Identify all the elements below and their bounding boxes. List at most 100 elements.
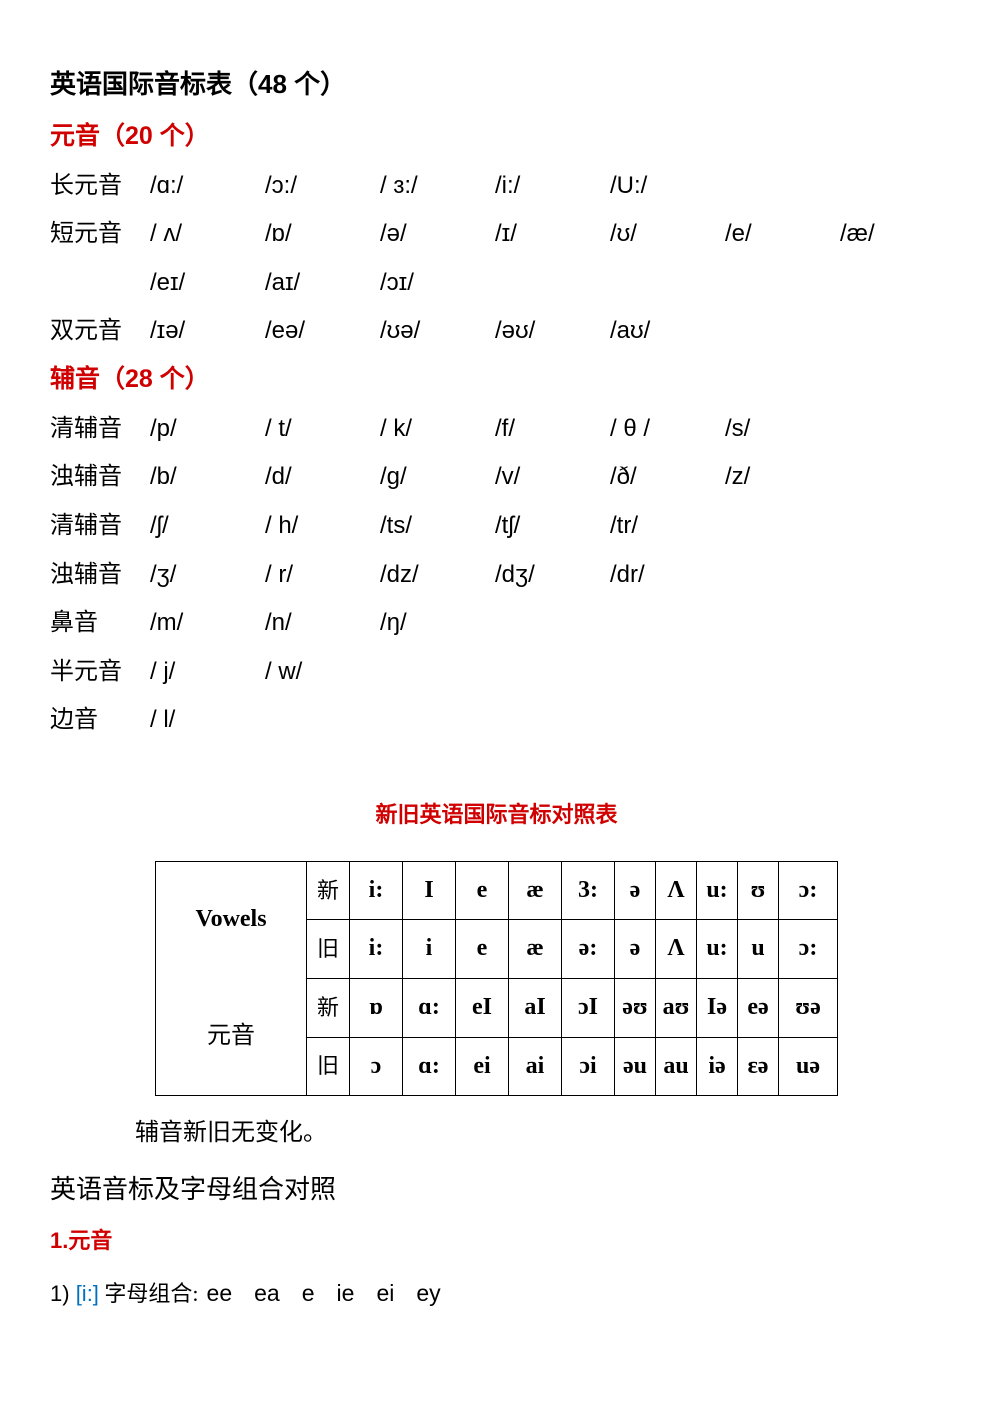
ipa-cell: /aɪ/ [265, 260, 380, 306]
ipa-cell: i [403, 920, 456, 979]
ipa-cell: ei [456, 1037, 509, 1096]
table-row: 元音 新 ɒ ɑ: eI aI ɔI əʊ aʊ Iə eə ʊə [156, 978, 838, 1037]
ipa-cell: /z/ [725, 454, 840, 500]
ipa-cell: /i:/ [495, 163, 610, 209]
ipa-cell: /æ/ [840, 211, 955, 257]
ipa-cell: /f/ [495, 406, 610, 452]
ipa-cell: /s/ [725, 406, 840, 452]
ipa-row: 半元音/ j// w/ [50, 649, 943, 696]
ipa-cell: / θ / [610, 406, 725, 452]
ipa-cell: ɔ: [779, 920, 838, 979]
line-number: 1) [50, 1281, 76, 1306]
letter-item: e [302, 1272, 315, 1316]
ipa-cell: æ [509, 861, 562, 920]
letter-list: eeeaeieeiey [207, 1281, 463, 1306]
ipa-cell: /eə/ [265, 308, 380, 354]
ipa-cell: aʊ [656, 978, 697, 1037]
ipa-cell: Λ [656, 861, 697, 920]
ipa-row: 双元音/ɪə//eə//ʊə//əʊ//aʊ/ [50, 308, 943, 355]
row-header: 新 [307, 861, 350, 920]
ipa-cell: /d/ [265, 454, 380, 500]
ipa-cell: i: [350, 861, 403, 920]
combo-line: 1) [i:] 字母组合: eeeaeieeiey [50, 1272, 943, 1316]
ipa-cell: /U:/ [610, 163, 725, 209]
ipa-cell: /v/ [495, 454, 610, 500]
ipa-row: 浊辅音/ʒ// r//dz//dʒ//dr/ [50, 552, 943, 599]
row-header: 旧 [307, 1037, 350, 1096]
ipa-cell: ɔI [562, 978, 615, 1037]
ipa-cell: /ɒ/ [265, 211, 380, 257]
ipa-cell: /ə/ [380, 211, 495, 257]
ipa-cell: eə [738, 978, 779, 1037]
ipa-row: /eɪ//aɪ//ɔɪ/ [50, 260, 943, 306]
ipa-cell: uə [779, 1037, 838, 1096]
vowel-rows: 长元音/ɑ://ɔ:// ɜ://i://U:/短元音/ ʌ//ɒ//ə//ɪ/… [50, 163, 943, 354]
ipa-cell: / r/ [265, 552, 380, 598]
ipa-symbol: [i:] [76, 1281, 99, 1306]
ipa-row: 鼻音/m//n//ŋ/ [50, 600, 943, 647]
ipa-cell: Iə [697, 978, 738, 1037]
ipa-cell: ə: [562, 920, 615, 979]
ipa-cell: u: [697, 920, 738, 979]
row-label: 浊辅音 [50, 553, 150, 599]
ipa-cell: / j/ [150, 649, 265, 695]
main-title: 英语国际音标表（48 个） [50, 60, 943, 109]
ipa-cell: ai [509, 1037, 562, 1096]
ipa-cell: /ts/ [380, 503, 495, 549]
ipa-cell: /p/ [150, 406, 265, 452]
ipa-cell: æ [509, 920, 562, 979]
row-label: 长元音 [50, 164, 150, 210]
letter-item: ea [254, 1272, 280, 1316]
letter-item: ee [207, 1272, 233, 1316]
ipa-cell: / ʌ/ [150, 211, 265, 257]
ipa-cell: ʊə [779, 978, 838, 1037]
combo-label: 字母组合: [99, 1281, 199, 1306]
ipa-cell: u: [697, 861, 738, 920]
ipa-row: 清辅音/p// t// k//f// θ //s/ [50, 406, 943, 453]
sub-yuanyin: 1.元音 [50, 1220, 943, 1262]
ipa-cell: 3: [562, 861, 615, 920]
row-label: 双元音 [50, 309, 150, 355]
ipa-cell: /b/ [150, 454, 265, 500]
row-label: 短元音 [50, 212, 150, 258]
ipa-cell: eI [456, 978, 509, 1037]
ipa-cell: / h/ [265, 503, 380, 549]
ipa-cell: au [656, 1037, 697, 1096]
ipa-cell: /e/ [725, 211, 840, 257]
vowel-compare-table: Vowels 新 i: I e æ 3: ə Λ u: ʊ ɔ: 旧 i: i … [155, 861, 838, 1096]
ipa-cell: /ɪ/ [495, 211, 610, 257]
ipa-cell: iə [697, 1037, 738, 1096]
consonants-header: 辅音（28 个） [50, 356, 943, 404]
ipa-cell: ɑ: [403, 1037, 456, 1096]
ipa-cell: /ʒ/ [150, 552, 265, 598]
row-label: 鼻音 [50, 601, 150, 647]
ipa-cell: ɔ [350, 1037, 403, 1096]
row-header: 新 [307, 978, 350, 1037]
letter-item: ey [416, 1272, 440, 1316]
ipa-cell: /tr/ [610, 503, 725, 549]
ipa-row: 边音/ l/ [50, 697, 943, 744]
ipa-cell: ə [615, 920, 656, 979]
ipa-cell: /ɔɪ/ [380, 260, 495, 306]
ipa-cell: /ʊ/ [610, 211, 725, 257]
ipa-cell: / ɜ:/ [380, 163, 495, 209]
vowels-header: 元音（20 个） [50, 113, 943, 161]
side-label-cn: 元音 [156, 1014, 306, 1060]
ipa-cell: ɒ [350, 978, 403, 1037]
ipa-cell: /dr/ [610, 552, 725, 598]
table-row: Vowels 新 i: I e æ 3: ə Λ u: ʊ ɔ: [156, 861, 838, 920]
ipa-cell: əʊ [615, 978, 656, 1037]
ipa-cell: / k/ [380, 406, 495, 452]
row-label: 浊辅音 [50, 455, 150, 501]
row-header: 旧 [307, 920, 350, 979]
ipa-cell: ɑ: [403, 978, 456, 1037]
ipa-cell: /ð/ [610, 454, 725, 500]
ipa-cell: ə [615, 861, 656, 920]
row-label: 清辅音 [50, 504, 150, 550]
ipa-cell: Λ [656, 920, 697, 979]
ipa-cell: /ʊə/ [380, 308, 495, 354]
ipa-cell: /tʃ/ [495, 503, 610, 549]
ipa-cell: /əʊ/ [495, 308, 610, 354]
ipa-cell: e [456, 920, 509, 979]
compare-title: 新旧英语国际音标对照表 [50, 794, 943, 836]
